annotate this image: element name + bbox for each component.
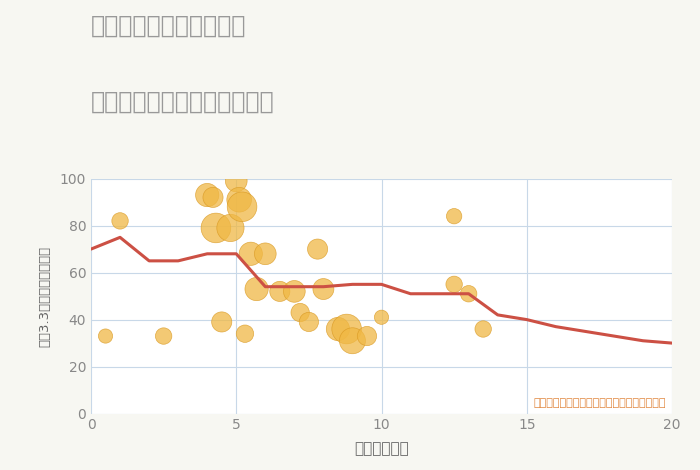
Text: 円の大きさは、取引のあった物件面積を示す: 円の大きさは、取引のあった物件面積を示す <box>533 398 666 407</box>
Point <box>376 313 387 321</box>
Point <box>210 224 221 232</box>
Point <box>449 281 460 288</box>
Point <box>346 337 358 345</box>
Point <box>202 191 213 199</box>
Point <box>318 285 329 293</box>
Point <box>114 217 126 225</box>
Point <box>332 325 344 333</box>
Point <box>231 177 242 185</box>
Point <box>303 318 314 326</box>
Point <box>361 332 372 340</box>
Text: 埼玉県東松山市神明町の: 埼玉県東松山市神明町の <box>91 14 246 38</box>
Point <box>260 250 271 258</box>
Point <box>274 288 286 295</box>
Point <box>237 203 248 211</box>
Point <box>216 318 228 326</box>
Point <box>234 196 245 204</box>
Point <box>245 250 256 258</box>
Y-axis label: 坪（3.3㎡）単価（万円）: 坪（3.3㎡）単価（万円） <box>38 245 51 347</box>
Point <box>251 285 262 293</box>
Point <box>239 330 251 337</box>
X-axis label: 駅距離（分）: 駅距離（分） <box>354 441 409 456</box>
Point <box>312 245 323 253</box>
Point <box>207 194 218 201</box>
Point <box>341 325 352 333</box>
Point <box>295 309 306 316</box>
Point <box>158 332 169 340</box>
Point <box>463 290 475 298</box>
Point <box>289 288 300 295</box>
Text: 駅距離別中古マンション価格: 駅距離別中古マンション価格 <box>91 89 274 113</box>
Point <box>225 224 236 232</box>
Point <box>100 332 111 340</box>
Point <box>449 212 460 220</box>
Point <box>477 325 489 333</box>
